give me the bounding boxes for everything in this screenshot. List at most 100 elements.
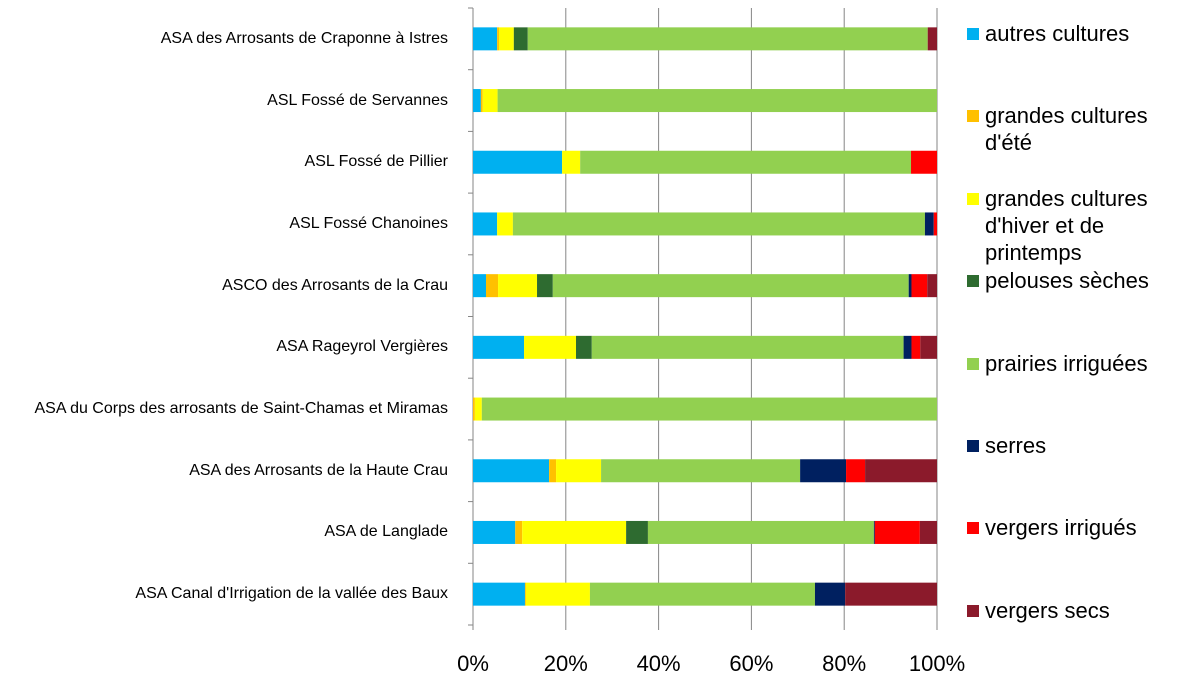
bar-segment xyxy=(524,335,577,359)
legend-entry: prairies irriguées xyxy=(967,350,1182,377)
bar-segment xyxy=(473,335,525,359)
bar-segment xyxy=(903,335,912,359)
category-label: ASL Fossé de Pillier xyxy=(304,153,448,171)
bar-segment xyxy=(911,335,921,359)
legend-entry: serres xyxy=(967,432,1182,459)
x-tick-label: 0% xyxy=(457,651,489,676)
category-label: ASA des Arrosants de la Haute Crau xyxy=(189,461,448,479)
bar-segment xyxy=(911,274,928,298)
bar-segment xyxy=(845,582,937,606)
bar-segment xyxy=(814,582,846,606)
legend-entry: vergers secs xyxy=(967,597,1182,624)
legend-label: pelouses sèches xyxy=(985,268,1149,294)
bar-segment xyxy=(846,459,866,483)
bar-segment xyxy=(556,459,602,483)
bar-segment xyxy=(865,459,937,483)
bar-segment xyxy=(800,459,847,483)
category-label: ASA Canal d'Irrigation de la vallée des … xyxy=(135,585,448,603)
bar-segment xyxy=(524,582,526,606)
bar-segment xyxy=(580,150,912,174)
category-label: ASA du Corps des arrosants de Saint-Cham… xyxy=(34,400,448,418)
x-tick-label: 40% xyxy=(637,651,681,676)
bar-segment xyxy=(924,212,934,236)
bar-segment xyxy=(512,212,925,236)
legend-swatch xyxy=(967,604,979,617)
legend-swatch xyxy=(967,522,979,535)
legend-entry: grandes cultures d'hiver et de printemps xyxy=(967,185,1182,266)
bar-segment xyxy=(473,459,550,483)
category-label: ASL Fossé de Servannes xyxy=(267,91,448,109)
bar-segment xyxy=(601,459,801,483)
legend-entry: autres cultures xyxy=(967,20,1182,47)
bar-segment xyxy=(927,274,937,298)
bar-segment xyxy=(527,27,928,51)
x-tick-label: 80% xyxy=(822,651,866,676)
bar-segment xyxy=(485,274,499,298)
bar-segment xyxy=(473,212,498,236)
category-label: ASA des Arrosants de Craponne à Istres xyxy=(160,29,448,47)
bar-segment xyxy=(513,27,528,51)
legend-label: vergers irrigués xyxy=(985,515,1137,541)
bar-segment xyxy=(522,520,627,544)
bar-segment xyxy=(920,335,937,359)
bar-segment xyxy=(473,150,563,174)
legend-label: vergers secs xyxy=(985,597,1110,623)
legend-swatch xyxy=(967,28,979,40)
bar-segment xyxy=(537,274,553,298)
category-label: ASL Fossé Chanoines xyxy=(289,214,448,232)
bar-segment xyxy=(589,582,815,606)
bar-segment xyxy=(473,397,475,421)
legend-label: prairies irriguées xyxy=(985,350,1148,376)
bar-segment xyxy=(933,212,937,236)
bar-segment xyxy=(525,582,590,606)
bar-segment xyxy=(473,89,481,113)
bar-segment xyxy=(591,335,904,359)
bar-segment xyxy=(498,27,514,51)
bar-segment xyxy=(482,89,498,113)
bar-segment xyxy=(474,397,482,421)
bar-segment xyxy=(927,27,937,51)
bar-segment xyxy=(919,520,937,544)
bar-segment xyxy=(908,274,912,298)
bar-segment xyxy=(473,582,525,606)
bar-segment xyxy=(911,150,937,174)
bar-segment xyxy=(498,274,538,298)
bar-segment xyxy=(497,212,513,236)
x-tick-label: 20% xyxy=(544,651,588,676)
legend-label: autres cultures xyxy=(985,21,1130,46)
category-label: ASA de Langlade xyxy=(324,523,448,541)
bar-segment xyxy=(874,520,920,544)
category-label: ASA Rageyrol Vergières xyxy=(276,338,448,356)
bar-segment xyxy=(473,520,516,544)
bar-segment xyxy=(873,520,875,544)
legend-label: grandes cultures d'été xyxy=(985,103,1148,156)
legend-entry: vergers irrigués xyxy=(967,514,1182,541)
x-tick-label: 60% xyxy=(729,651,773,676)
bar-segment xyxy=(562,150,581,174)
category-label: ASCO des Arrosants de la Crau xyxy=(222,276,448,294)
bar-segment xyxy=(552,274,909,298)
x-tick-label: 100% xyxy=(909,651,965,676)
legend-swatch xyxy=(967,440,979,452)
bar-segment xyxy=(473,27,498,51)
bar-segment xyxy=(576,335,592,359)
bar-segment xyxy=(497,89,937,113)
legend-swatch xyxy=(967,110,979,123)
bar-segment xyxy=(626,520,648,544)
bar-segment xyxy=(481,397,937,421)
legend-label: serres xyxy=(985,433,1047,458)
legend-swatch xyxy=(967,192,979,205)
legend-label: grandes cultures d'hiver et de printemps xyxy=(985,185,1148,265)
legend-swatch xyxy=(967,275,979,288)
legend-entry: pelouses sèches xyxy=(967,267,1182,294)
bar-segment xyxy=(549,459,557,483)
bar-segment xyxy=(480,89,483,113)
legend-swatch xyxy=(967,357,979,370)
bar-segment xyxy=(515,520,523,544)
bar-segment xyxy=(497,27,499,51)
legend-entry: grandes cultures d'été xyxy=(967,102,1182,156)
bar-segment xyxy=(473,274,486,298)
bar-segment xyxy=(647,520,874,544)
